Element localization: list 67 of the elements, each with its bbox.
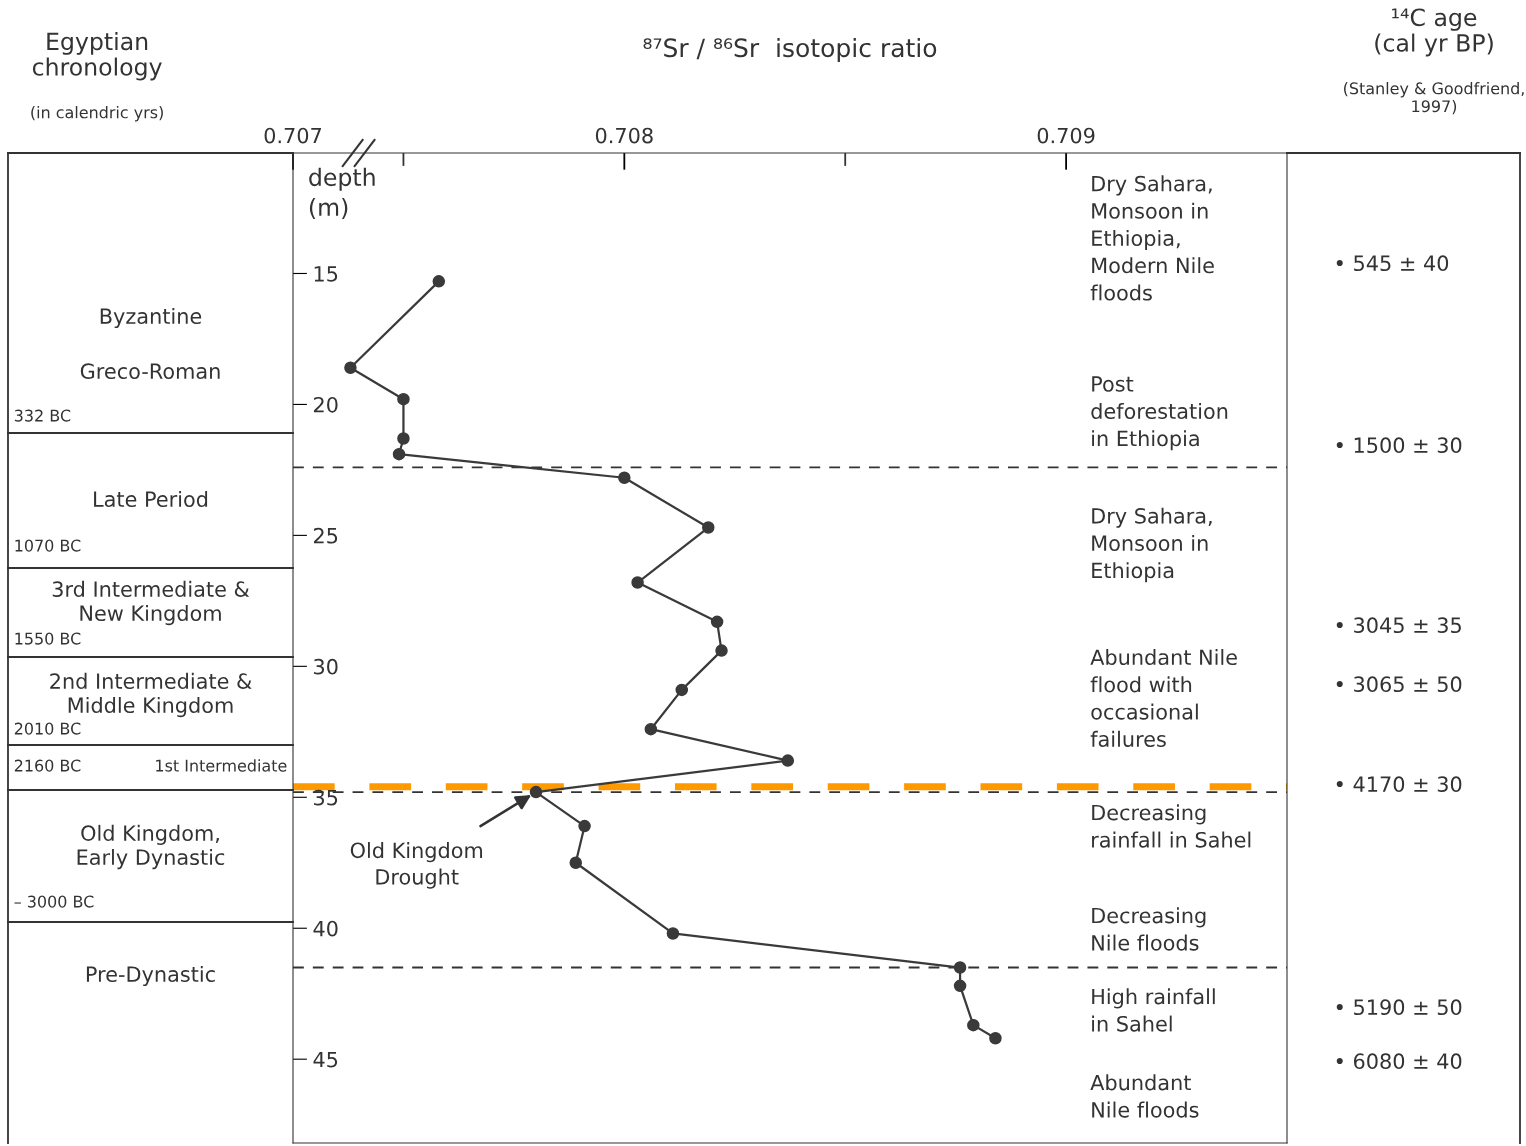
annotation: Decreasing rainfall in Sahel — [1092, 804, 1251, 848]
point — [529, 785, 543, 799]
text: 2nd Intermediate & Middle Kingdom — [50, 672, 252, 718]
point — [953, 979, 967, 993]
text: • 5190 ± 50 — [1336, 999, 1462, 1016]
point — [344, 361, 357, 375]
text: (Stanley & Goodfriend, 1997) — [1344, 82, 1524, 115]
y-axis-title: depth (m) — [309, 167, 375, 219]
point — [781, 754, 795, 767]
text: 1550 BC — [15, 632, 81, 645]
y-tick-label: 45 — [313, 1051, 338, 1068]
point — [644, 722, 658, 736]
annotation: Abundant Nile flood with occasional failures — [1090, 648, 1237, 747]
y-tick-label: 15 — [314, 266, 338, 282]
annotation: Old Kingdom Drought — [350, 842, 483, 889]
y-tick-label: 25 — [313, 527, 338, 544]
point — [432, 275, 446, 288]
point — [569, 856, 582, 870]
point — [953, 961, 967, 974]
x-tick-label: 0.707 — [264, 127, 322, 144]
point — [989, 1031, 1002, 1045]
text: ¹⁴C age (cal yr BP) — [1375, 8, 1493, 57]
text: 2010 BC — [14, 722, 81, 735]
point — [715, 644, 728, 657]
text: 1070 BC — [15, 539, 81, 552]
point — [618, 471, 631, 485]
text: • 4170 ± 30 — [1336, 776, 1462, 793]
point — [578, 819, 591, 833]
y-tick-label: 40 — [313, 920, 338, 937]
text: Late Period — [94, 490, 208, 508]
x-tick-label: 0.708 — [595, 127, 653, 144]
text: – 3000 BC — [14, 895, 94, 908]
point — [397, 392, 410, 406]
point — [710, 615, 724, 629]
text: Egyptian chronology — [32, 32, 162, 81]
y-tick-label: 35 — [314, 789, 338, 806]
annotation: High rainfall in Sahel — [1092, 988, 1215, 1032]
x-tick-label: 0.709 — [1037, 127, 1095, 144]
chart-title: ⁸⁷Sr / ⁸⁶Sr isotopic ratio — [643, 37, 937, 63]
text: 1st Intermediate — [156, 759, 287, 772]
point — [675, 683, 689, 697]
point — [631, 576, 644, 589]
text: Greco-Roman — [80, 363, 220, 380]
text: Old Kingdom, Early Dynastic — [77, 824, 225, 870]
annotation: Abundant Nile floods — [1090, 1074, 1199, 1118]
text: 332 BC — [14, 409, 71, 422]
text: Pre-Dynastic — [86, 965, 215, 987]
point — [967, 1018, 980, 1032]
text: • 3065 ± 50 — [1336, 676, 1462, 693]
text: • 6080 ± 40 — [1336, 1053, 1462, 1070]
text: 2160 BC — [14, 759, 81, 772]
annotation: Dry Sahara, Monsoon in Ethiopia, Modern Nile floods — [1090, 175, 1214, 301]
point — [702, 521, 715, 534]
text: • 545 ± 40 — [1336, 255, 1449, 272]
y-tick-label: 30 — [314, 658, 338, 675]
point — [666, 927, 680, 940]
text: • 1500 ± 30 — [1336, 437, 1462, 454]
point — [392, 447, 406, 461]
text: • 3045 ± 35 — [1336, 617, 1461, 634]
annotation: Post deforestation in Ethiopia — [1091, 376, 1228, 451]
y-tick-label: 20 — [313, 396, 338, 413]
text: 3rd Intermediate & New Kingdom — [52, 580, 250, 626]
text: Byzantine — [100, 307, 202, 329]
annotation: Dry Sahara, Monsoon in Ethiopia — [1092, 507, 1212, 583]
point — [397, 432, 410, 445]
text: (in calendric yrs) — [31, 106, 163, 122]
annotation: Decreasing Nile floods — [1092, 907, 1206, 951]
